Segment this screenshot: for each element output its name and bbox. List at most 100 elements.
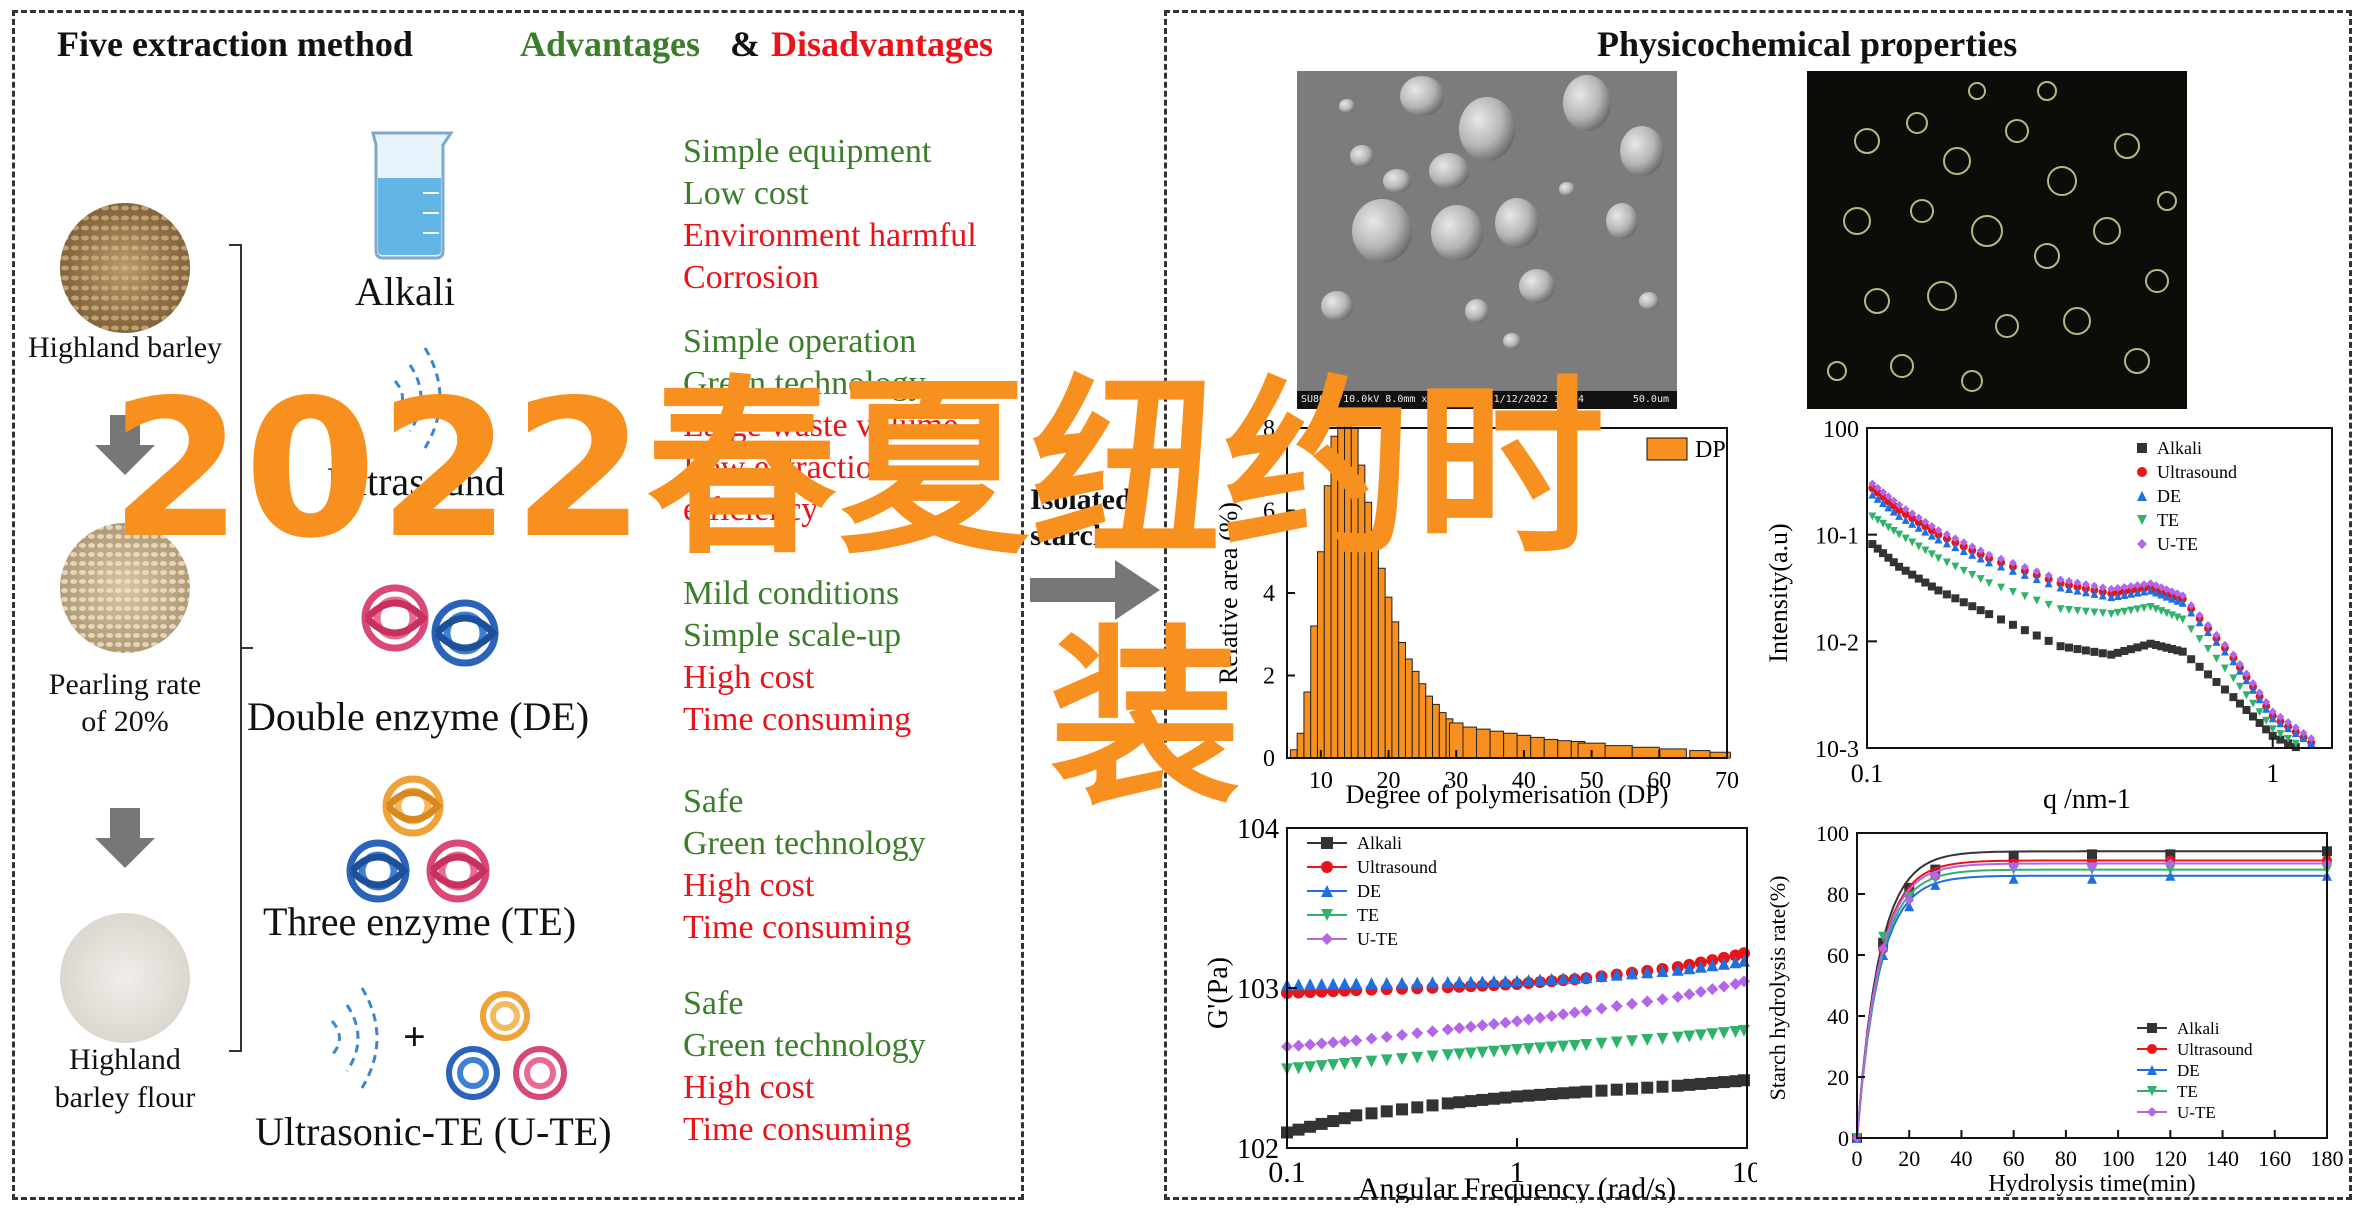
- point-marker: [2249, 699, 2258, 708]
- point-marker: [1626, 997, 1638, 1010]
- point-marker: [1942, 558, 1951, 567]
- point-marker: [1426, 1025, 1439, 1038]
- point-marker: [2220, 640, 2229, 649]
- overlay-headline: 2022春夏纽约时: [110, 359, 1607, 580]
- point-marker: [2178, 647, 2187, 656]
- legend-label: DE: [1357, 881, 1381, 901]
- isolated-word: Isolated: [1030, 483, 1132, 516]
- point-marker: [2307, 739, 2316, 748]
- point-marker: [1522, 1013, 1535, 1026]
- point-marker: [2073, 578, 2082, 587]
- point-marker: [2140, 604, 2149, 613]
- point-marker: [1350, 1056, 1363, 1069]
- point-marker: [2187, 601, 2196, 610]
- point-marker: [2307, 734, 2316, 743]
- point-marker: [2284, 739, 2293, 748]
- de-pros-cons: Mild conditions Simple scale-up High cos…: [683, 573, 911, 741]
- point-marker: [1694, 1077, 1707, 1090]
- point-marker: [2020, 570, 2029, 579]
- point-marker: [1499, 1016, 1512, 1029]
- point-marker: [1487, 975, 1500, 988]
- tick-label: 0: [1838, 1126, 1849, 1151]
- method-name-ute: Ultrasonic-TE (U-TE): [255, 1109, 612, 1154]
- ultrasound-pros-cons: Simple operation Green technology Large …: [683, 321, 958, 531]
- polarized-micrograph: [1807, 71, 2187, 409]
- point-marker: [2073, 586, 2082, 595]
- point-marker: [2008, 558, 2017, 567]
- point-marker: [1350, 1034, 1363, 1047]
- point-marker: [2140, 641, 2149, 650]
- legend-label: Ultrasound: [1357, 857, 1437, 877]
- point-marker: [2073, 645, 2082, 654]
- point-marker: [2107, 584, 2116, 593]
- point-marker: [1884, 523, 1893, 532]
- point-marker: [2113, 648, 2122, 657]
- point-marker: [1568, 1086, 1581, 1099]
- point-marker: [2162, 643, 2171, 652]
- point-marker: [2276, 712, 2285, 721]
- overlay-headline-2: 装: [1050, 609, 1241, 830]
- bar: [1631, 746, 1660, 759]
- point-marker: [2137, 491, 2147, 501]
- point-marker: [2126, 582, 2135, 591]
- point-marker: [2212, 677, 2221, 686]
- point-marker: [2235, 682, 2244, 691]
- point-marker: [1683, 988, 1696, 1001]
- point-marker: [1968, 570, 1977, 579]
- point-marker: [1930, 870, 1941, 881]
- point-marker: [2249, 685, 2258, 694]
- point-marker: [2195, 611, 2204, 620]
- bar: [1384, 596, 1393, 759]
- method-name-alkali: Alkali: [355, 269, 455, 314]
- point-marker: [1380, 1030, 1393, 1043]
- point-marker: [2178, 615, 2187, 624]
- point-marker: [2187, 655, 2196, 664]
- point-marker: [1441, 1097, 1454, 1110]
- double-enzyme-icon: [361, 584, 499, 667]
- point-marker: [2032, 631, 2041, 640]
- plot-frame: [1856, 832, 2328, 1139]
- point-marker: [2299, 728, 2308, 737]
- point-marker: [1976, 575, 1985, 584]
- point-marker: [1411, 1101, 1424, 1114]
- tick-label: 104: [1237, 814, 1279, 845]
- point-marker: [2162, 609, 2171, 618]
- bar: [1462, 726, 1478, 759]
- point-marker: [2276, 735, 2285, 744]
- point-marker: [1914, 542, 1923, 551]
- point-marker: [2167, 587, 2176, 596]
- right-panel-title: Physicochemical properties: [1597, 24, 2018, 64]
- advantages-label: Advantages: [520, 24, 701, 64]
- point-marker: [1738, 1024, 1750, 1037]
- point-marker: [1641, 966, 1654, 979]
- point-marker: [1873, 483, 1882, 492]
- y-axis-label: Intensity(a.u): [1764, 523, 1793, 662]
- point-marker: [1476, 1019, 1489, 1032]
- point-marker: [2242, 669, 2251, 678]
- pro-item: Mild conditions: [683, 575, 900, 612]
- point-marker: [1895, 530, 1904, 539]
- bar: [1289, 749, 1298, 759]
- fit-curve: [1856, 859, 2327, 1139]
- point-marker: [2113, 608, 2122, 617]
- x-axis-label: Hydrolysis time(min): [1988, 1171, 2195, 1197]
- tick-label: 20: [1827, 1065, 1849, 1090]
- point-marker: [1671, 1031, 1684, 1044]
- tick-label: 60: [2003, 1146, 2025, 1171]
- point-marker: [1656, 1080, 1669, 1093]
- point-marker: [2087, 849, 2097, 860]
- point-marker: [1904, 895, 1915, 906]
- point-marker: [2262, 698, 2271, 707]
- point-marker: [2044, 600, 2053, 609]
- tick-label: 20: [1377, 768, 1401, 794]
- point-marker: [1976, 606, 1985, 615]
- point-marker: [1292, 1123, 1305, 1136]
- point-marker: [2008, 861, 2019, 872]
- point-marker: [1901, 566, 1910, 575]
- point-marker: [1921, 578, 1930, 587]
- point-marker: [1568, 1039, 1581, 1052]
- point-marker: [2268, 707, 2277, 716]
- point-marker: [1959, 538, 1968, 547]
- sem-caption: SU8010 10.0kV 8.0mm x800 LM(UL) 1/12/202…: [1301, 394, 1584, 405]
- point-marker: [1365, 1032, 1378, 1045]
